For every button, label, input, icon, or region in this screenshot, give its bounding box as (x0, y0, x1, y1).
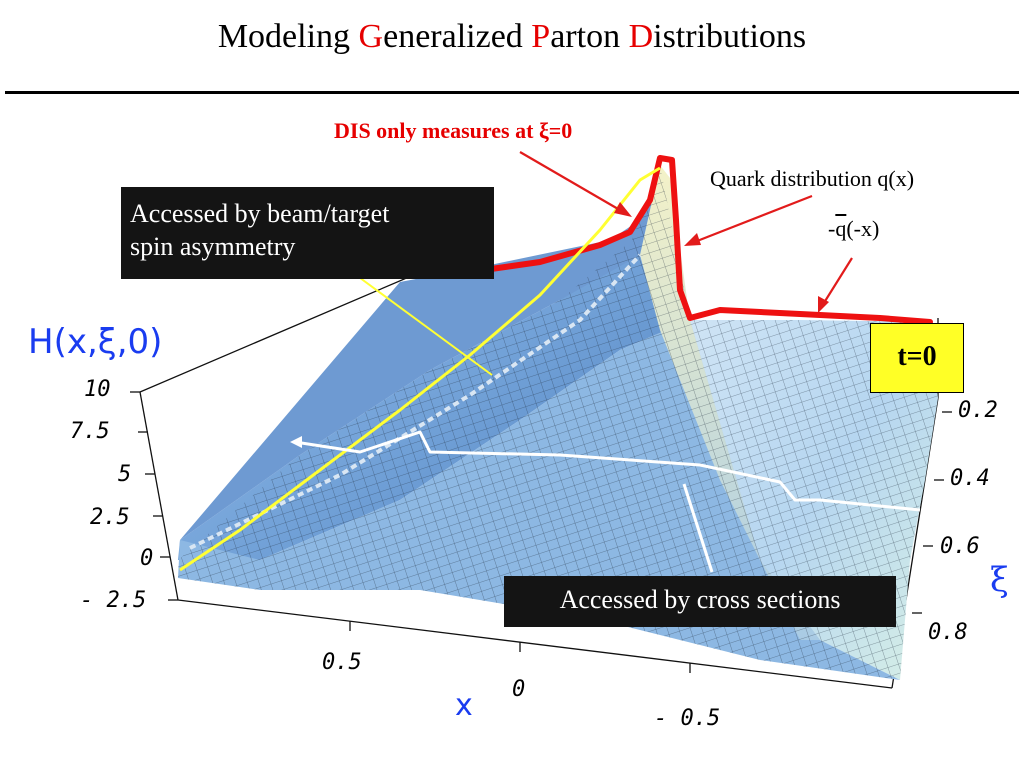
h-tick: 2.5 (90, 505, 130, 530)
t-value-box: t=0 (870, 323, 964, 393)
h-tick: - 2.5 (80, 588, 147, 613)
spin-pointer-line (351, 271, 493, 376)
dis-curve-red (417, 155, 933, 325)
quark-distribution-label: Quark distribution q(x) (710, 166, 915, 191)
spin-asymmetry-box: Accessed by beam/target spin asymmetry (121, 187, 494, 279)
surface-mesh (178, 165, 938, 680)
xi-tick: 0.6 (940, 534, 980, 559)
spin-asymmetry-line1: Accessed by beam/target (130, 199, 390, 228)
antiquark-prefix: - (828, 216, 836, 241)
spin-asymmetry-curve (179, 166, 661, 572)
h-tick: 10 (84, 377, 111, 402)
title-accent-letter: G (358, 18, 384, 55)
h-axis-label: H(x,ξ,0) (28, 322, 163, 362)
title-text: eneralized (383, 18, 532, 55)
xi-tick: 0.4 (950, 466, 990, 491)
h-tick: 5 (118, 462, 132, 487)
dis-annotation: DIS only measures at ξ=0 (334, 118, 573, 143)
x-tick: - 0.5 (654, 706, 721, 731)
cross-section-pointer-line (682, 483, 714, 573)
surface-fold (189, 253, 642, 550)
h-tick: 0 (140, 546, 154, 571)
antiquark-symbol: q (835, 216, 847, 241)
xi-tick: 0.8 (928, 620, 968, 645)
title-text: istributions (653, 18, 807, 55)
cross-section-curve (294, 430, 921, 512)
antiquark-distribution-label: -q(-x) (828, 216, 879, 242)
title-accent-letter: P (531, 18, 551, 55)
title-text: Modeling (217, 18, 359, 55)
axis-tick-marks (130, 391, 952, 673)
x-tick: 0 (512, 677, 526, 702)
red-arrows (519, 151, 853, 313)
title-accent-letter: D (628, 18, 654, 55)
cross-sections-box: Accessed by cross sections (504, 576, 896, 627)
cross-section-arrowhead (290, 436, 302, 448)
h-tick: 7.5 (70, 419, 110, 444)
spin-asymmetry-line2: spin asymmetry (130, 232, 296, 261)
antiquark-suffix: (-x) (846, 216, 880, 241)
title-divider (5, 91, 1019, 94)
title-text: arton (550, 18, 629, 55)
x-axis-label: x (455, 688, 473, 723)
x-tick: 0.5 (322, 650, 362, 675)
xi-tick: 0.2 (958, 398, 998, 423)
xi-axis-label: ξ (990, 560, 1009, 600)
slide-title: Modeling Generalized Parton Distribution… (0, 18, 1024, 56)
